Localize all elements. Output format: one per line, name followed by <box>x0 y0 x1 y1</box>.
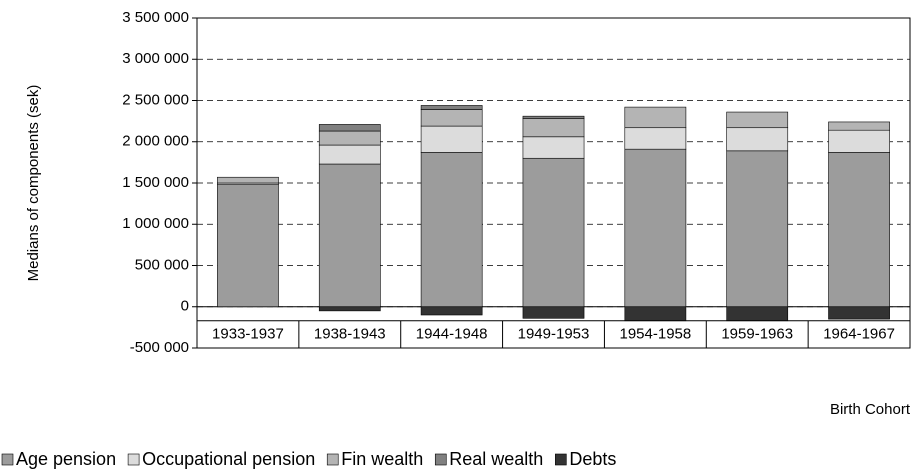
legend-swatch <box>434 453 447 466</box>
y-tick-label: 2 000 000 <box>122 133 189 150</box>
plot-frame <box>196 17 911 349</box>
y-tick-label: 1 500 000 <box>122 174 189 191</box>
x-tick-label: 1933-1937 <box>212 326 284 343</box>
y-tick-label: 1 000 000 <box>122 215 189 232</box>
bar-segment <box>624 127 687 150</box>
bar-segment <box>522 157 585 308</box>
bar-segment <box>318 144 381 165</box>
x-axis-label: Birth Cohort <box>830 401 911 418</box>
bar-segment <box>522 306 585 319</box>
bar-segment <box>828 129 890 153</box>
x-tick-label: 1964-1967 <box>823 326 895 343</box>
bar-segment <box>828 121 890 131</box>
x-tick-label: 1959-1963 <box>721 326 793 343</box>
bar-segment <box>828 152 890 308</box>
bar-segment <box>420 306 483 316</box>
y-tick-label: -500 000 <box>130 339 189 356</box>
bar-segment <box>828 306 890 320</box>
x-tick-label: 1944-1948 <box>416 326 488 343</box>
bar-segment <box>420 109 483 127</box>
legend-label: Debts <box>569 449 616 469</box>
legend-swatch <box>555 453 567 466</box>
bar-segment <box>624 148 687 308</box>
bar-segment <box>624 306 687 322</box>
bar-segment <box>624 106 687 129</box>
bar-segment <box>318 306 381 312</box>
y-tick-label: 2 500 000 <box>122 91 189 108</box>
y-tick-label: 3 000 000 <box>122 50 189 67</box>
bar-segment <box>726 111 789 129</box>
x-tick-label: 1954-1958 <box>619 326 691 343</box>
bar-segment <box>522 118 585 138</box>
bar-segment <box>522 136 585 159</box>
bar-segment <box>318 124 381 132</box>
legend-swatch <box>1 453 14 466</box>
x-tick-label: 1949-1953 <box>518 326 590 343</box>
bar-segment <box>522 115 585 119</box>
legend-swatch <box>326 453 339 466</box>
bar-segment <box>318 130 381 146</box>
x-tick-label: 1938-1943 <box>314 326 386 343</box>
y-tick-label: 3 500 000 <box>122 9 189 26</box>
bar-segment <box>726 150 789 308</box>
bar-segment <box>420 125 483 153</box>
legend-label: Real wealth <box>449 449 543 469</box>
bar-segment <box>420 105 483 110</box>
legend-label: Age pension <box>16 449 116 469</box>
y-tick-label: 500 000 <box>135 256 189 273</box>
y-axis-label: Medians of components (sek) <box>25 85 42 282</box>
bar-segment <box>217 184 279 308</box>
legend-swatch <box>127 453 140 466</box>
bar-segment <box>420 152 483 308</box>
bar-segment <box>726 127 789 152</box>
bar-segment <box>217 176 279 184</box>
legend-label: Fin wealth <box>341 449 423 469</box>
legend-label: Occupational pension <box>142 449 315 469</box>
bar-segment <box>318 163 381 308</box>
y-tick-label: 0 <box>181 298 189 315</box>
bar-segment <box>726 306 789 322</box>
